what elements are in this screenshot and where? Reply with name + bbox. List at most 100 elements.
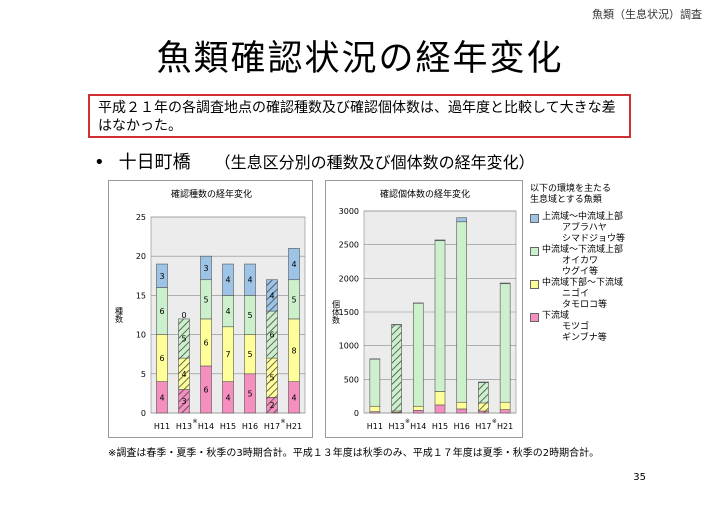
data-label: 5 — [247, 311, 252, 320]
x-tick-mark: ※ — [405, 418, 410, 425]
site-subtitle: （生息区分別の種数及び個体数の経年変化） — [214, 153, 535, 172]
site-heading: • 十日町橋 （生息区分別の種数及び個体数の経年変化） — [94, 148, 535, 174]
y-tick-label: 2500 — [339, 241, 359, 250]
data-label: 4 — [159, 393, 164, 402]
individuals-chart-panel: 確認個体数の経年変化 0 500 1000 1500 2000 2500 3000 個体数 H11… — [325, 180, 523, 438]
bar-segment — [456, 221, 468, 403]
y-tick-label: 25 — [136, 213, 146, 222]
bar-segment — [391, 324, 402, 412]
data-label: 6 — [159, 307, 164, 316]
data-label: 6 — [269, 331, 274, 340]
legend-species: タモロコ等 — [562, 300, 608, 310]
data-label: 0 — [181, 311, 186, 320]
x-tick-label: H15 — [432, 422, 448, 431]
y-tick-label: 5 — [141, 370, 146, 379]
y-tick-label: 10 — [136, 331, 146, 340]
page-number: 35 — [633, 472, 646, 483]
bar-segment — [244, 263, 256, 296]
data-label: 4 — [225, 393, 230, 402]
legend-item-downstream: 下流域 モツゴ ギンブナ等 — [530, 311, 680, 344]
bar-segment — [434, 404, 446, 414]
data-label: 4 — [225, 307, 230, 316]
bar-segment — [178, 318, 190, 359]
data-label: 3 — [159, 272, 164, 281]
bar-segment — [499, 283, 511, 403]
data-label: 6 — [203, 385, 208, 394]
y-axis-label: 種数 — [115, 306, 124, 324]
data-label: 3 — [203, 264, 208, 273]
chart-title: 確認個体数の経年変化 — [380, 188, 470, 200]
data-label: 5 — [247, 350, 252, 359]
x-tick-label: H21 — [286, 422, 302, 431]
bar-segment — [456, 401, 468, 410]
legend-title: 以下の環境を主たる 生息域とする魚類 — [530, 184, 680, 206]
data-label: 4 — [291, 260, 296, 269]
bar-segment — [499, 409, 511, 414]
data-label: 4 — [291, 393, 296, 402]
bar-segment — [434, 240, 446, 392]
data-label: 5 — [181, 335, 186, 344]
x-tick-mark: ※ — [280, 418, 285, 425]
bar-segment — [499, 282, 511, 285]
bar-segment — [266, 279, 278, 312]
summary-box: 平成２１年の各調査地点の確認種数及び確認個体数は、過年度と比較して大きな差はなか… — [88, 94, 631, 138]
x-tick-mark: ※ — [492, 418, 497, 425]
y-tick-label: 0 — [354, 409, 359, 418]
site-name: 十日町橋 — [118, 152, 191, 173]
legend-item-upstream: 上流域～中流域上部 アブラハヤ シマドジョウ等 — [530, 212, 680, 245]
x-tick-label: H16 — [454, 422, 470, 431]
x-tick-label: H14 — [410, 422, 426, 431]
y-tick-label: 3000 — [339, 207, 359, 216]
data-label: 4 — [225, 276, 230, 285]
individual-count-chart: 確認個体数の経年変化 0 500 1000 1500 2000 2500 3000 個体数 H11… — [332, 188, 517, 431]
data-label: 5 — [291, 295, 296, 304]
x-tick-label: H15 — [220, 422, 236, 431]
data-label: 5 — [247, 389, 252, 398]
x-tick-label: H11 — [367, 422, 383, 431]
legend-swatch — [530, 280, 539, 289]
data-label: 6 — [203, 338, 208, 347]
legend-item-midstream-lower: 中流域下部～下流域 ニゴイ タモロコ等 — [530, 278, 680, 311]
bar-segment — [412, 302, 424, 407]
y-tick-label: 1500 — [339, 308, 359, 317]
x-tick-label: H11 — [154, 422, 170, 431]
bar-segment — [412, 410, 424, 414]
y-tick-label: 20 — [136, 252, 146, 261]
bar-segment — [478, 382, 489, 404]
bar-segment — [156, 263, 168, 288]
legend-label: 下流域 — [542, 311, 570, 321]
section-tag: 魚類（生息状況）調査 — [592, 8, 702, 21]
x-tick-label: H16 — [242, 422, 258, 431]
data-label: 4 — [269, 291, 274, 300]
bar-segment — [478, 381, 489, 384]
legend-swatch — [530, 247, 539, 256]
x-tick-label: H17 — [475, 422, 491, 431]
x-tick-label: H17 — [264, 422, 280, 431]
bar-segment — [434, 239, 446, 241]
y-tick-label: 500 — [344, 375, 359, 384]
y-tick-label: 15 — [136, 291, 146, 300]
bar-segment — [456, 217, 468, 223]
bar-segment — [288, 248, 300, 281]
bar-segment — [369, 358, 381, 407]
legend-label: 中流域～下流域上部 — [542, 245, 624, 255]
data-label: 4 — [181, 370, 186, 379]
data-label: 5 — [269, 374, 274, 383]
legend-swatch — [530, 313, 539, 322]
legend-title-line: 以下の環境を主たる — [530, 184, 612, 194]
x-tick-label: H13 — [176, 422, 192, 431]
data-label: 6 — [159, 354, 164, 363]
page-title: 魚類確認状況の経年変化 — [156, 39, 564, 79]
legend-species: モツゴ — [562, 322, 590, 332]
data-label: 2 — [269, 401, 274, 410]
y-axis-label: 個体数 — [332, 299, 341, 325]
legend-species: ニゴイ — [562, 289, 590, 299]
bar-segment — [369, 405, 381, 412]
chart-title: 確認種数の経年変化 — [171, 188, 252, 200]
summary-text: 平成２１年の各調査地点の確認種数及び確認個体数は、過年度と比較して大きな差はなか… — [98, 100, 616, 134]
species-chart-panel: 確認種数の経年変化 0 5 10 15 20 25 種数 4 6 6 3 H11 3 4 5 0 H13 ※ 6 6 5 3… — [108, 180, 313, 438]
legend-title-line: 生息域とする魚類 — [530, 195, 602, 205]
bullet-marker: • — [94, 152, 105, 173]
legend-label: 中流域下部～下流域 — [542, 278, 624, 288]
bar-segment — [434, 391, 446, 406]
